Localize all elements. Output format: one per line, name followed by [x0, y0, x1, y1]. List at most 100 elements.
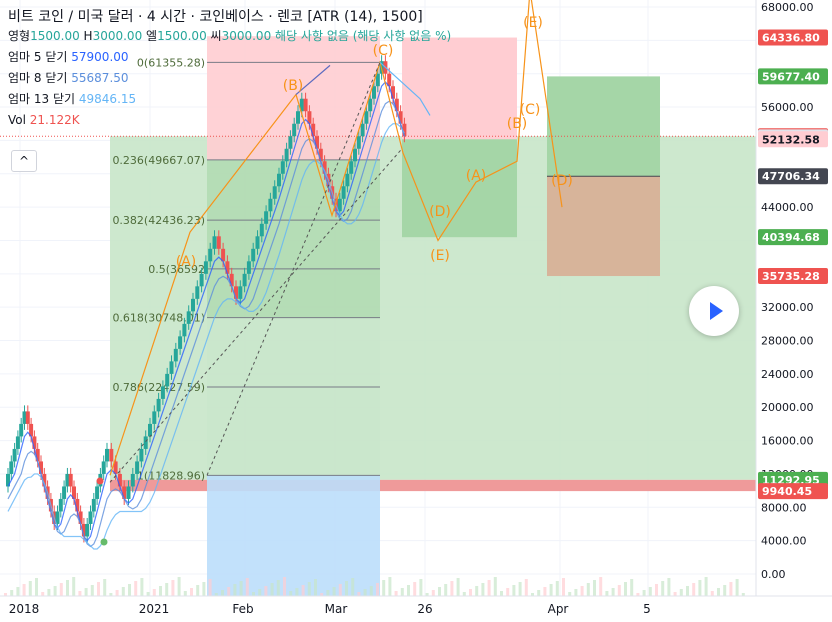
volume-bar [41, 592, 45, 596]
ma5-row[interactable]: 엄마 5 닫기 57900.00 [8, 47, 451, 68]
ma8-value: 55687.50 [71, 71, 129, 85]
ohlc-row: 영형1500.00 H3000.00 엘1500.00 씨3000.00 해당 … [8, 26, 451, 47]
volume-bar [555, 581, 559, 596]
moving-average-line [7, 81, 405, 542]
volume-bar [4, 593, 7, 596]
volume-bar [481, 583, 485, 596]
volume-bar [146, 592, 150, 596]
volume-bar [630, 579, 634, 596]
date-range-blue [207, 475, 380, 596]
trend-line-dashed [109, 148, 403, 483]
fib-level-label: 1(11828.96) [137, 469, 205, 482]
price-axis-tick: 32000.00 [761, 301, 814, 314]
price-label-text: 64336.80 [762, 32, 820, 45]
volume-bar [624, 582, 627, 596]
volume-bar [66, 580, 69, 596]
wave-label: (B) [507, 116, 528, 132]
volume-bar [295, 588, 299, 596]
volume-bar [531, 593, 534, 596]
time-axis-tick: Feb [232, 602, 253, 616]
volume-bar [444, 584, 448, 596]
volume-bar [245, 578, 249, 596]
volume-bar [562, 578, 565, 596]
volume-bar [59, 583, 63, 596]
high-label: H [83, 29, 93, 43]
collapse-legend-button[interactable]: ^ [11, 150, 37, 172]
price-label-box [758, 68, 828, 85]
volume-bar [140, 578, 144, 596]
fib-level-label: 0(61355.28) [137, 56, 205, 69]
volume-bar [382, 580, 386, 596]
volume-bar [376, 583, 379, 596]
volume-bar [320, 593, 324, 596]
price-label-text: 47706.34 [762, 170, 820, 183]
ma5-label: 엄마 5 닫기 [8, 50, 68, 64]
price-axis-tick: 8000.00 [761, 501, 807, 514]
volume-bar [270, 583, 274, 596]
volume-bar [407, 585, 410, 596]
volume-bar [698, 580, 702, 596]
time-axis-tick: 5 [643, 602, 651, 616]
volume-bar [351, 578, 355, 596]
volume-bar [593, 580, 596, 596]
volume-bar [283, 577, 286, 596]
volume-bar [487, 580, 491, 596]
volume-bar [301, 585, 305, 596]
volume-bar [456, 578, 460, 596]
volume-bar [617, 585, 621, 596]
ma8-row[interactable]: 엄마 8 닫기 55687.50 [8, 68, 451, 89]
volume-bar [326, 590, 330, 596]
fib-level-label: 0.5(36592 [148, 263, 205, 276]
volume-bar [289, 591, 293, 596]
time-axis-tick: Mar [325, 602, 348, 616]
time-axis-tick: 26 [417, 602, 432, 616]
volume-bar [208, 579, 212, 596]
volume-bar [506, 588, 510, 596]
volume-bar [673, 592, 677, 596]
volume-bar [190, 588, 193, 596]
volume-bar [121, 587, 125, 596]
volume-bar [580, 586, 584, 596]
time-axis-tick: 2021 [139, 602, 170, 616]
low-label: 엘 [146, 29, 158, 43]
short-risk-zone [402, 37, 517, 140]
volume-bar [710, 591, 714, 596]
ma13-row[interactable]: 엄마 13 닫기 49846.15 [8, 89, 451, 110]
volume-bar [22, 584, 26, 596]
symbol-title[interactable]: 비트 코인 / 미국 달러 · 4 시간 · 코인베이스 · 렌코 [ATR (… [8, 9, 423, 25]
volume-bar [655, 584, 658, 596]
volume-bar [543, 587, 547, 596]
fib-zone-low [207, 317, 380, 476]
volume-bar [10, 590, 14, 596]
price-label-box [758, 483, 828, 500]
volume-bar [425, 593, 429, 596]
fib-zone-mid [207, 159, 380, 318]
play-button[interactable] [689, 286, 739, 336]
volume-bar [90, 585, 94, 596]
volume-bar [723, 585, 727, 596]
volume-bar [450, 581, 454, 596]
volume-value: 21.122K [29, 113, 80, 127]
volume-bar [586, 583, 590, 596]
long-target-zone [547, 76, 660, 177]
ma8-label: 엄마 8 닫기 [8, 71, 68, 85]
fib-level-label: 0.786(22427.59) [112, 381, 205, 394]
volume-bar [307, 582, 311, 596]
wave-label: (D) [551, 173, 573, 189]
stop-zone-red [110, 479, 756, 492]
signal-dot-red [96, 477, 104, 485]
elliott-wave-line [109, 0, 563, 476]
volume-bar [202, 582, 206, 596]
fib-level-label: 0.618(30748.01) [112, 312, 205, 325]
volume-bar [599, 577, 603, 596]
volume-bar [258, 589, 262, 596]
volume-bar [431, 590, 435, 596]
volume-row[interactable]: Vol 21.122K [8, 110, 451, 131]
volume-bar [475, 586, 479, 596]
ma13-value: 49846.15 [78, 92, 137, 106]
volume-bar [369, 586, 373, 596]
volume-bar [47, 589, 51, 596]
price-label-text: 9940.45 [762, 485, 812, 498]
